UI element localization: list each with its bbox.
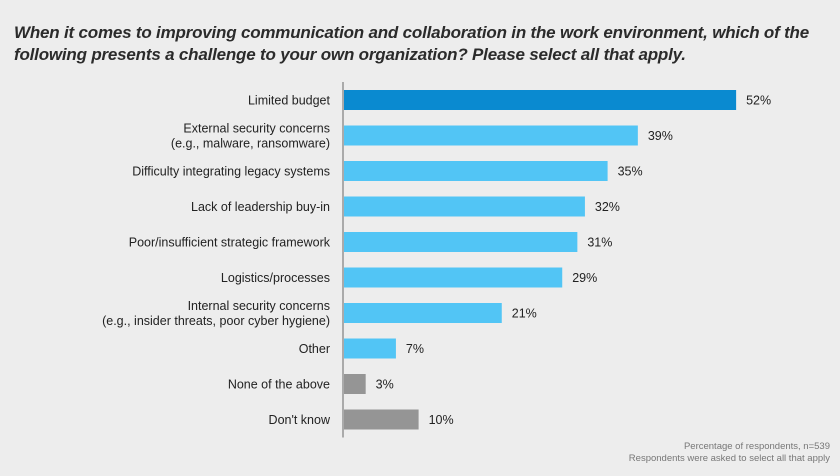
- chart-notes: Percentage of respondents, n=539 Respond…: [629, 441, 830, 465]
- bar: [343, 409, 419, 430]
- data-label: 21%: [512, 307, 537, 321]
- category-label: External security concerns (e.g., malware…: [171, 122, 330, 151]
- bar: [343, 196, 585, 217]
- note-sample-size: Percentage of respondents, n=539: [683, 441, 830, 452]
- bar: [343, 232, 578, 252]
- category-label: Other: [299, 342, 330, 356]
- bar: [343, 161, 608, 181]
- data-label: 7%: [406, 342, 424, 356]
- bar: [343, 338, 396, 359]
- category-label: Don't know: [269, 413, 331, 427]
- bar: [343, 303, 502, 323]
- data-label: 31%: [587, 236, 612, 250]
- category-label: Lack of leadership buy-in: [191, 200, 330, 214]
- bar: [343, 267, 563, 288]
- note-multi-select: Respondents were asked to select all tha…: [628, 453, 830, 464]
- bar: [343, 374, 366, 394]
- category-label: None of the above: [228, 378, 330, 392]
- data-label: 32%: [595, 200, 620, 214]
- category-label: Poor/insufficient strategic framework: [129, 236, 331, 250]
- data-label: 52%: [746, 94, 771, 108]
- data-label: 3%: [376, 378, 394, 392]
- bar: [343, 125, 638, 146]
- chart-title: When it comes to improving communication…: [14, 23, 809, 64]
- category-label: Logistics/processes: [221, 271, 330, 285]
- category-label: Difficulty integrating legacy systems: [132, 165, 330, 179]
- data-label: 29%: [572, 271, 597, 285]
- data-label: 35%: [618, 165, 643, 179]
- bar: [343, 90, 737, 110]
- category-label: Limited budget: [248, 94, 331, 108]
- data-label: 10%: [429, 413, 454, 427]
- data-label: 39%: [648, 129, 673, 143]
- category-label: Internal security concerns (e.g., insider…: [102, 299, 330, 328]
